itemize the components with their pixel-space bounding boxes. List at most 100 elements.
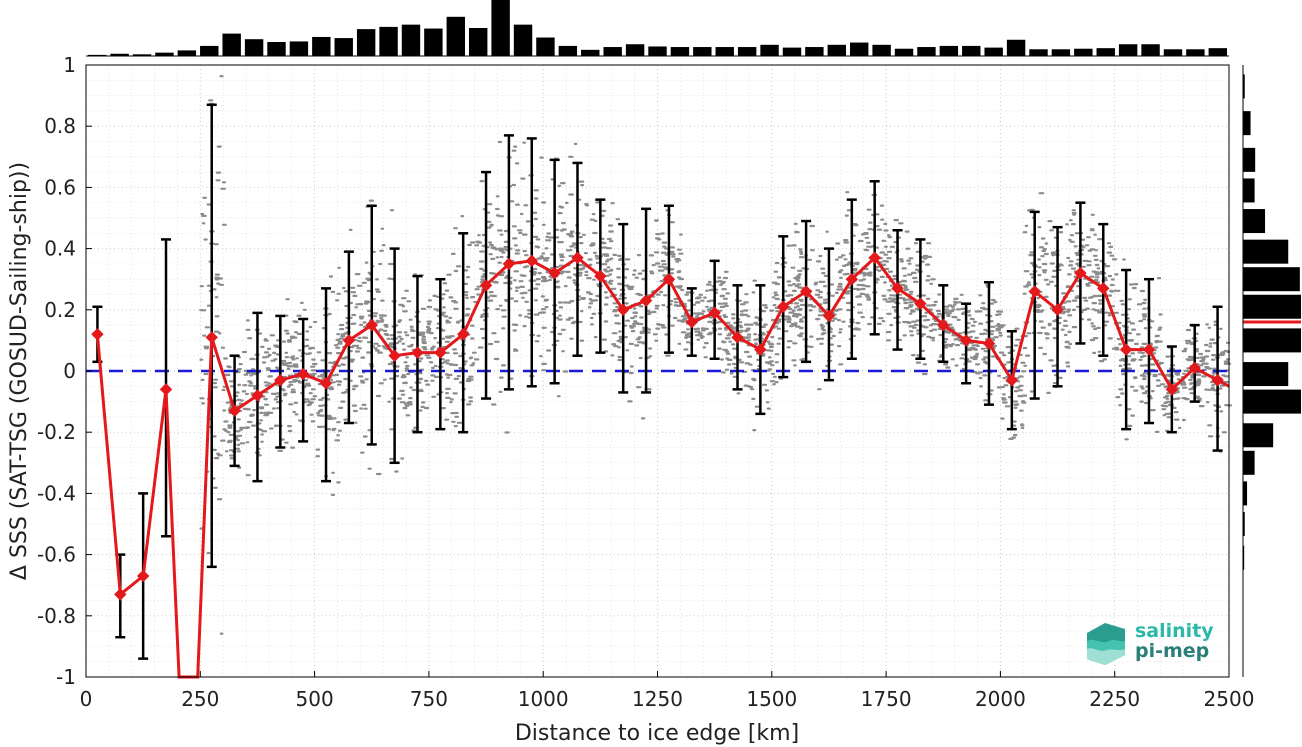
right-histogram-bar <box>1243 267 1300 292</box>
data-marker <box>868 251 881 264</box>
data-marker <box>571 251 584 264</box>
top-histogram-bar <box>469 28 488 56</box>
top-histogram-bar <box>401 24 421 56</box>
top-histogram-bar <box>670 47 690 56</box>
top-histogram-bar <box>581 49 600 56</box>
data-marker <box>639 294 653 307</box>
x-tick-label: 750 <box>410 687 448 711</box>
y-tick-label: 0.2 <box>44 298 76 322</box>
data-marker <box>799 285 813 298</box>
data-marker <box>1165 383 1179 396</box>
top-histogram-bar <box>513 24 533 56</box>
x-tick-label: 500 <box>296 687 334 711</box>
top-histogram-bar <box>379 26 398 56</box>
data-marker <box>1211 373 1224 387</box>
top-histogram-bar <box>894 48 914 56</box>
data-marker <box>388 349 401 362</box>
y-tick-label: -1 <box>56 665 76 689</box>
data-marker <box>114 588 127 601</box>
data-marker <box>456 328 470 341</box>
data-marker <box>959 334 973 347</box>
top-histogram-bar <box>334 38 353 56</box>
top-histogram-bar <box>222 33 241 56</box>
right-histogram <box>1243 74 1301 570</box>
right-histogram-bar <box>1243 294 1301 319</box>
right-histogram-bar <box>1243 450 1255 475</box>
right-histogram-bar <box>1243 209 1266 234</box>
data-marker <box>479 279 493 292</box>
salinity-pi-mep-logo: salinity pi-mep <box>1083 617 1214 667</box>
data-marker <box>228 404 241 417</box>
right-histogram-bar <box>1243 239 1289 264</box>
y-tick-label: -0.2 <box>37 420 76 444</box>
top-histogram-bar <box>1186 49 1205 56</box>
data-marker <box>1028 285 1041 298</box>
data-marker <box>434 346 447 359</box>
right-histogram-bar <box>1243 74 1245 99</box>
data-marker <box>251 389 264 402</box>
data-marker <box>274 373 287 387</box>
right-histogram-bar <box>1243 362 1289 387</box>
data-marker <box>319 377 333 390</box>
x-axis-ticks: 0 250 500 750 1000 1250 1500 1750 2000 2250 2500 <box>80 671 1254 711</box>
top-histogram-bar <box>1208 48 1227 56</box>
top-histogram-bar <box>289 41 309 56</box>
data-marker <box>662 272 676 286</box>
y-tick-label: 0.6 <box>44 175 76 199</box>
x-tick-label: 250 <box>181 687 219 711</box>
top-histogram-bar <box>962 45 981 56</box>
y-tick-label: 1 <box>63 53 76 77</box>
data-marker <box>1188 361 1201 375</box>
data-marker <box>777 300 790 313</box>
data-marker <box>982 337 996 350</box>
top-histogram-bar <box>1051 49 1071 56</box>
x-tick-label: 1250 <box>632 687 683 711</box>
data-marker <box>205 331 218 344</box>
top-histogram-bar <box>267 42 286 56</box>
x-tick-label: 2000 <box>975 687 1026 711</box>
data-marker <box>159 383 173 396</box>
top-histogram-bar <box>1029 49 1048 56</box>
right-histogram-bar <box>1243 545 1245 570</box>
data-marker <box>1051 303 1064 317</box>
top-histogram-bar <box>1141 44 1160 56</box>
top-histogram-bar <box>715 47 734 56</box>
y-tick-label: -0.8 <box>37 604 76 628</box>
right-histogram-bar <box>1243 481 1248 506</box>
data-marker <box>411 346 424 359</box>
data-marker <box>845 272 859 286</box>
top-histogram-bar <box>132 54 152 56</box>
y-tick-label: -0.4 <box>37 481 76 505</box>
top-histogram-bar <box>737 47 757 56</box>
top-histogram-bar <box>356 29 376 56</box>
data-marker <box>708 306 721 320</box>
top-histogram-bar <box>872 44 891 56</box>
data-marker <box>365 318 378 332</box>
y-axis-label: Δ SSS (SAT-TSG (GOSUD-Sailing-ship)) <box>7 162 32 580</box>
top-histogram-bar <box>1096 48 1115 56</box>
top-histogram-bar <box>984 47 1003 56</box>
top-histogram-bar <box>88 54 107 56</box>
data-marker <box>1097 282 1110 295</box>
data-marker <box>594 269 607 283</box>
data-marker <box>617 303 630 317</box>
top-histogram-bar <box>1163 49 1183 56</box>
x-tick-label: 2250 <box>1089 687 1140 711</box>
x-tick-label: 0 <box>80 687 93 711</box>
logo-line-1: salinity <box>1135 620 1214 642</box>
data-marker <box>891 282 904 295</box>
top-histogram-bar <box>491 0 510 56</box>
right-histogram-bar <box>1243 328 1301 353</box>
x-tick-label: 1500 <box>746 687 797 711</box>
x-tick-label: 1000 <box>518 687 569 711</box>
top-histogram-bar <box>648 46 667 56</box>
x-axis-label: Distance to ice edge [km] <box>515 721 799 746</box>
top-histogram-bar <box>782 47 802 56</box>
right-histogram-bar <box>1243 389 1301 414</box>
data-marker <box>91 328 104 341</box>
right-histogram-bar <box>1243 423 1274 448</box>
top-histogram-bar <box>446 16 465 56</box>
top-histogram-bar <box>1006 39 1026 56</box>
top-histogram-bar <box>1118 44 1138 56</box>
